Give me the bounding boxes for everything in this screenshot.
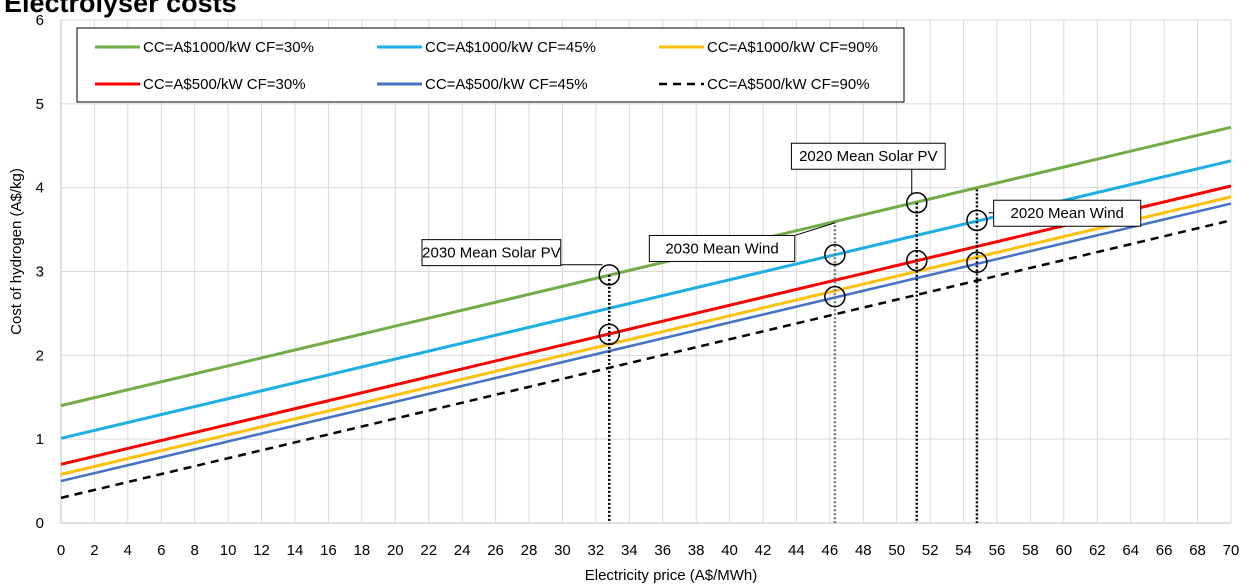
annotation-text: 2030 Mean Wind bbox=[665, 240, 778, 257]
plot-frame bbox=[60, 20, 1231, 524]
circle-marker-3 bbox=[824, 243, 846, 266]
annotation-callout-4: 2020 Mean Wind bbox=[988, 199, 1142, 227]
y-tick-label: 0 bbox=[36, 515, 44, 532]
x-tick-label: 50 bbox=[888, 542, 905, 559]
annotation-callout-2: 2030 Mean Wind bbox=[648, 222, 836, 262]
legend-label: CC=A$500/kW CF=30% bbox=[143, 76, 306, 93]
y-tick-label: 2 bbox=[36, 347, 44, 364]
annotation-box bbox=[421, 239, 562, 267]
legend-item-1: CC=A$1000/kW CF=30% bbox=[95, 39, 314, 56]
legend-item-2: CC=A$1000/kW CF=45% bbox=[377, 39, 596, 56]
series-line-1 bbox=[60, 125, 1232, 408]
circle-marker-7 bbox=[966, 209, 988, 232]
x-tick-label: 64 bbox=[1122, 542, 1139, 559]
legend-label: CC=A$1000/kW CF=30% bbox=[143, 39, 314, 56]
x-tick-label: 42 bbox=[755, 542, 772, 559]
x-tick-label: 18 bbox=[354, 542, 371, 559]
x-tick-label: 0 bbox=[57, 542, 65, 559]
x-tick-label: 14 bbox=[287, 542, 304, 559]
annotation-box bbox=[648, 234, 796, 262]
x-tick-label: 44 bbox=[788, 542, 805, 559]
series-line-6 bbox=[60, 219, 1232, 500]
circle-marker-1 bbox=[598, 264, 620, 286]
x-tick-label: 36 bbox=[654, 542, 671, 559]
x-tick-label: 70 bbox=[1223, 542, 1240, 559]
x-tick-label: 38 bbox=[688, 542, 705, 559]
x-tick-label: 66 bbox=[1156, 542, 1173, 559]
annotation-box bbox=[993, 199, 1142, 227]
annotation-text: 2030 Mean Solar PV bbox=[422, 245, 560, 262]
x-tick-label: 28 bbox=[521, 542, 538, 559]
y-tick-label: 1 bbox=[36, 431, 44, 448]
annotation-text: 2020 Mean Solar PV bbox=[799, 148, 937, 165]
circle-marker-6 bbox=[906, 249, 928, 272]
annotation-callout-1: 2030 Mean Solar PV bbox=[421, 239, 603, 267]
circle-marker-8 bbox=[966, 251, 988, 274]
x-tick-label: 12 bbox=[253, 542, 270, 559]
y-tick-label: 3 bbox=[36, 264, 44, 281]
legend-label: CC=A$500/kW CF=90% bbox=[707, 76, 870, 93]
legend-box bbox=[76, 27, 905, 103]
x-tick-label: 52 bbox=[922, 542, 939, 559]
y-tick-label: 4 bbox=[36, 180, 44, 197]
y-axis-ticks: 0 1 2 3 4 5 6 bbox=[36, 12, 44, 532]
annotations: 2030 Mean Solar PV 2030 Mean Wind 2020 Mea… bbox=[421, 142, 1142, 267]
x-tick-label: 54 bbox=[955, 542, 972, 559]
circle-marker-5 bbox=[906, 192, 928, 214]
x-tick-label: 10 bbox=[220, 542, 237, 559]
legend-label: CC=A$1000/kW CF=45% bbox=[425, 39, 596, 56]
x-axis-ticks: 0 2 4 6 8 10 12 14 16 18 20 22 24 26 28 30 32 34 36 38 40 42 4… bbox=[57, 542, 1240, 559]
legend-item-3: CC=A$1000/kW CF=90% bbox=[659, 39, 878, 56]
legend-item-6: CC=A$500/kW CF=90% bbox=[659, 76, 870, 93]
x-tick-label: 24 bbox=[454, 542, 471, 559]
annotation-callout-3: 2020 Mean Solar PV bbox=[790, 142, 946, 195]
x-tick-label: 8 bbox=[191, 542, 199, 559]
legend: CC=A$1000/kW CF=30% CC=A$1000/kW CF=45% CC… bbox=[76, 27, 905, 103]
y-tick-label: 6 bbox=[36, 12, 44, 29]
circle-marker-4 bbox=[824, 285, 846, 308]
x-tick-label: 58 bbox=[1022, 542, 1039, 559]
x-tick-label: 2 bbox=[90, 542, 98, 559]
x-tick-label: 26 bbox=[487, 542, 504, 559]
x-tick-label: 60 bbox=[1056, 542, 1073, 559]
x-tick-label: 22 bbox=[420, 542, 437, 559]
x-tick-label: 34 bbox=[621, 542, 638, 559]
x-tick-label: 32 bbox=[588, 542, 605, 559]
series-line-4 bbox=[60, 184, 1232, 466]
x-tick-label: 4 bbox=[124, 542, 132, 559]
annotation-leader bbox=[794, 222, 836, 236]
legend-label: CC=A$500/kW CF=45% bbox=[425, 76, 588, 93]
circle-markers bbox=[598, 192, 988, 346]
y-axis-title: Cost of hydrogen (A$/kg) bbox=[8, 168, 25, 335]
series-line-3 bbox=[60, 195, 1232, 476]
vertical-markers bbox=[607, 189, 979, 523]
series-line-5 bbox=[60, 202, 1232, 483]
x-tick-label: 48 bbox=[855, 542, 872, 559]
x-tick-label: 30 bbox=[554, 542, 571, 559]
annotation-box bbox=[790, 142, 946, 170]
legend-item-5: CC=A$500/kW CF=45% bbox=[377, 76, 588, 93]
x-tick-label: 6 bbox=[157, 542, 165, 559]
series-layer bbox=[60, 125, 1232, 500]
x-tick-label: 20 bbox=[387, 542, 404, 559]
x-tick-label: 40 bbox=[721, 542, 738, 559]
circle-marker-2 bbox=[598, 323, 620, 346]
legend-label: CC=A$1000/kW CF=90% bbox=[707, 39, 878, 56]
x-tick-label: 56 bbox=[989, 542, 1006, 559]
legend-item-4: CC=A$500/kW CF=30% bbox=[95, 76, 306, 93]
page-title: Electrolyser costs bbox=[4, 0, 237, 18]
x-tick-label: 46 bbox=[822, 542, 839, 559]
annotation-text: 2020 Mean Wind bbox=[1010, 205, 1123, 222]
x-tick-label: 68 bbox=[1189, 542, 1206, 559]
x-axis-title: Electricity price (A$/MWh) bbox=[585, 567, 758, 584]
x-tick-label: 62 bbox=[1089, 542, 1106, 559]
x-tick-label: 16 bbox=[320, 542, 337, 559]
y-tick-label: 5 bbox=[36, 96, 44, 113]
